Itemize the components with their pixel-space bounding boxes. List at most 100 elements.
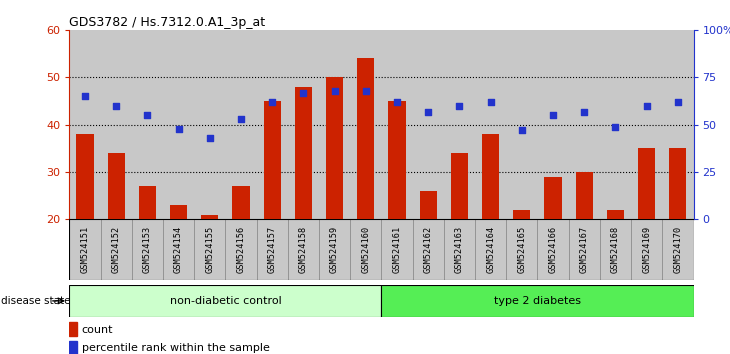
Bar [257, 30, 288, 219]
Text: GDS3782 / Hs.7312.0.A1_3p_at: GDS3782 / Hs.7312.0.A1_3p_at [69, 16, 266, 29]
Bar [170, 205, 187, 219]
Bar [350, 30, 381, 219]
Point [79, 93, 91, 99]
Bar [545, 177, 561, 219]
Text: GSM524154: GSM524154 [174, 226, 183, 273]
Bar [131, 30, 163, 219]
Bar [69, 219, 101, 280]
Point [610, 124, 621, 130]
Text: GSM524157: GSM524157 [268, 226, 277, 273]
Bar [319, 30, 350, 219]
Bar [600, 219, 631, 280]
Text: GSM524167: GSM524167 [580, 226, 589, 273]
Bar [101, 30, 132, 219]
Bar [381, 285, 694, 317]
Bar [264, 101, 281, 219]
Bar [257, 219, 288, 280]
Bar [451, 153, 468, 219]
Bar [569, 30, 600, 219]
Text: GSM524153: GSM524153 [143, 226, 152, 273]
Point [516, 128, 528, 133]
Text: percentile rank within the sample: percentile rank within the sample [82, 343, 269, 353]
Point [360, 88, 372, 93]
Text: GSM524156: GSM524156 [237, 226, 245, 273]
Text: GSM524165: GSM524165 [518, 226, 526, 273]
Text: GSM524164: GSM524164 [486, 226, 495, 273]
Bar [537, 219, 569, 280]
Bar [226, 30, 257, 219]
Bar [69, 341, 77, 354]
Text: GSM524152: GSM524152 [112, 226, 120, 273]
Bar [607, 210, 624, 219]
Text: GSM524155: GSM524155 [205, 226, 215, 273]
Bar [412, 219, 444, 280]
Bar [475, 30, 507, 219]
Bar [288, 219, 319, 280]
Bar [69, 30, 101, 219]
Bar [163, 219, 194, 280]
Bar [475, 219, 507, 280]
Point [298, 90, 310, 96]
Point [204, 135, 215, 141]
Point [453, 103, 465, 109]
Point [672, 99, 684, 105]
Text: GSM524161: GSM524161 [393, 226, 402, 273]
Bar [201, 215, 218, 219]
Bar [194, 30, 226, 219]
Bar [569, 219, 600, 280]
Text: GSM524168: GSM524168 [611, 226, 620, 273]
Text: non-diabetic control: non-diabetic control [169, 296, 281, 306]
Text: GSM524163: GSM524163 [455, 226, 464, 273]
Bar [194, 219, 226, 280]
Bar [576, 172, 593, 219]
Bar [319, 219, 350, 280]
Text: GSM524162: GSM524162 [423, 226, 433, 273]
Point [391, 99, 403, 105]
Bar [388, 101, 406, 219]
Bar [357, 58, 374, 219]
Point [548, 113, 559, 118]
Text: count: count [82, 325, 113, 335]
Bar [77, 134, 93, 219]
Bar [295, 87, 312, 219]
Point [173, 126, 185, 131]
Bar [444, 30, 475, 219]
Bar [444, 219, 475, 280]
Bar [412, 30, 444, 219]
Bar [226, 219, 257, 280]
Text: GSM524159: GSM524159 [330, 226, 339, 273]
Text: type 2 diabetes: type 2 diabetes [494, 296, 581, 306]
Bar [163, 30, 194, 219]
Bar [482, 134, 499, 219]
Point [142, 113, 153, 118]
Bar [232, 186, 250, 219]
Text: GSM524169: GSM524169 [642, 226, 651, 273]
Bar [131, 219, 163, 280]
Text: GSM524158: GSM524158 [299, 226, 308, 273]
Point [110, 103, 122, 109]
Bar [600, 30, 631, 219]
Bar [69, 322, 77, 336]
Bar [537, 30, 569, 219]
Bar [662, 219, 694, 280]
Bar [507, 30, 537, 219]
Point [266, 99, 278, 105]
Bar [381, 30, 412, 219]
Text: GSM524151: GSM524151 [80, 226, 90, 273]
Bar [631, 30, 662, 219]
Bar [69, 285, 381, 317]
Text: GSM524160: GSM524160 [361, 226, 370, 273]
Point [485, 99, 496, 105]
Point [328, 88, 340, 93]
Bar [350, 219, 381, 280]
Bar [669, 148, 686, 219]
Bar [631, 219, 662, 280]
Text: GSM524166: GSM524166 [548, 226, 558, 273]
Bar [101, 219, 132, 280]
Point [235, 116, 247, 122]
Bar [507, 219, 537, 280]
Text: GSM524170: GSM524170 [673, 226, 683, 273]
Bar [638, 148, 656, 219]
Bar [288, 30, 319, 219]
Bar [381, 219, 412, 280]
